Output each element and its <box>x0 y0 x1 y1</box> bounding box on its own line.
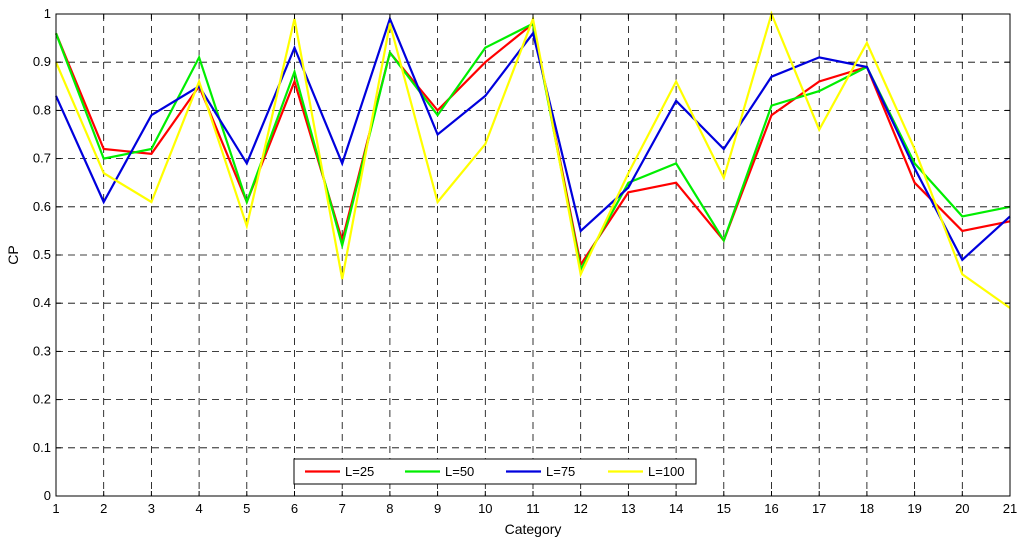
x-tick-label: 16 <box>764 501 778 516</box>
y-tick-label: 0.5 <box>33 247 51 262</box>
x-tick-label: 9 <box>434 501 441 516</box>
x-tick-label: 6 <box>291 501 298 516</box>
x-axis-ticks: 1 2 3 4 5 6 7 8 9 10 11 12 13 14 15 16 17 18 19 20 21 <box>52 14 1017 516</box>
legend-label: L=100 <box>648 464 685 479</box>
y-axis-label: CP <box>5 245 21 264</box>
y-tick-label: 0.3 <box>33 343 51 358</box>
x-tick-label: 10 <box>478 501 492 516</box>
x-tick-label: 11 <box>526 501 540 516</box>
y-tick-label: 0.8 <box>33 102 51 117</box>
x-tick-label: 2 <box>100 501 107 516</box>
x-tick-label: 15 <box>717 501 731 516</box>
y-tick-label: 0.9 <box>33 54 51 69</box>
legend-label: L=75 <box>546 464 575 479</box>
y-axis-ticks: 0 0.1 0.2 0.3 0.4 0.5 0.6 0.7 0.8 0.9 1 <box>33 6 1010 503</box>
x-tick-label: 21 <box>1003 501 1017 516</box>
grid-lines <box>56 14 1010 496</box>
x-tick-label: 5 <box>243 501 250 516</box>
legend-label: L=50 <box>445 464 474 479</box>
y-tick-label: 0.1 <box>33 440 51 455</box>
x-tick-label: 8 <box>386 501 393 516</box>
x-tick-label: 13 <box>621 501 635 516</box>
legend-label: L=25 <box>345 464 374 479</box>
y-tick-label: 0.7 <box>33 151 51 166</box>
y-tick-label: 0.4 <box>33 295 51 310</box>
x-tick-label: 19 <box>907 501 921 516</box>
y-tick-label: 0.2 <box>33 392 51 407</box>
series-line-l-75 <box>54 15 1011 262</box>
x-tick-label: 20 <box>955 501 969 516</box>
y-tick-label: 0 <box>44 488 51 503</box>
x-tick-label: 7 <box>339 501 346 516</box>
x-tick-label: 1 <box>52 501 59 516</box>
x-tick-label: 3 <box>148 501 155 516</box>
x-tick-label: 4 <box>195 501 202 516</box>
x-tick-label: 12 <box>573 501 587 516</box>
x-axis-label: Category <box>505 521 562 537</box>
legend: L=25 L=50 L=75 L=100 <box>293 458 697 485</box>
y-tick-label: 0.6 <box>33 199 51 214</box>
x-tick-label: 14 <box>669 501 683 516</box>
x-tick-label: 18 <box>860 501 874 516</box>
x-tick-label: 17 <box>812 501 826 516</box>
y-tick-label: 1 <box>44 6 51 21</box>
